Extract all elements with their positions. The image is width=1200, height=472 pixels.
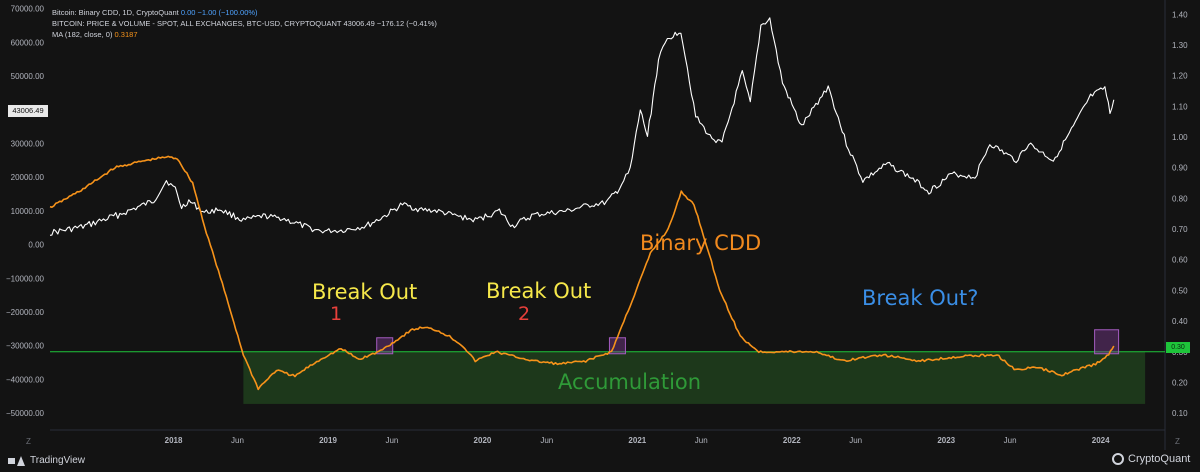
left-axis-tick-7: 0.00 (28, 241, 44, 250)
cdd-ma-series-line (49, 155, 1115, 391)
legend-ma-title: MA (182, close, 0) (52, 30, 113, 39)
right-axis-tick-13: 0.10 (1172, 409, 1188, 418)
right-axis-tick-9: 0.50 (1172, 286, 1188, 295)
highlight-box-3 (1094, 329, 1120, 355)
x-axis-tick-6: 2021 (628, 436, 646, 445)
x-axis-tick-5: Jun (540, 436, 553, 445)
left-axis-tick-0: 70000.00 (11, 5, 45, 14)
annotation-number-1: 1 (330, 303, 343, 325)
legend-price-title: BITCOIN: PRICE & VOLUME - SPOT, ALL EXCH… (52, 19, 342, 28)
right-axis-tick-4: 1.00 (1172, 133, 1188, 142)
legend-price-values: 43006.49 −176.12 (−0.41%) (343, 19, 437, 28)
price-series-line (49, 17, 1115, 236)
right-axis-tick-7: 0.70 (1172, 225, 1188, 234)
right-axis-tick-8: 0.60 (1172, 256, 1188, 265)
legend-cdd-values: 0.00 −1.00 (−100.00%) (180, 8, 258, 17)
left-axis-tick-8: −10000.00 (6, 274, 45, 283)
legend-row-price: BITCOIN: PRICE & VOLUME - SPOT, ALL EXCH… (52, 18, 437, 29)
cryptoquant-footer: CryptoQuant (1112, 453, 1190, 465)
left-axis-tick-11: −40000.00 (6, 375, 45, 384)
tradingview-logo-icon (8, 455, 26, 466)
x-axis-tick-4: 2020 (474, 436, 492, 445)
annotation-binary-cdd: Binary CDD (640, 231, 762, 255)
x-axis-tick-9: Jun (849, 436, 862, 445)
right-axis-tick-5: 0.90 (1172, 164, 1188, 173)
legend-ma-value: 0.3187 (114, 30, 138, 39)
cryptoquant-label: CryptoQuant (1128, 453, 1191, 465)
left-axis-tick-12: −50000.00 (6, 409, 45, 418)
x-axis-tick-2: 2019 (319, 436, 337, 445)
annotation-accumulation: Accumulation (558, 370, 702, 394)
x-axis-tick-0: 2018 (165, 436, 183, 445)
left-axis-tick-4: 30000.00 (11, 140, 45, 149)
cryptoquant-logo-icon (1112, 453, 1124, 465)
left-axis-tick-10: −30000.00 (6, 342, 45, 351)
x-axis-tick-8: 2022 (783, 436, 801, 445)
accumulation-zone (243, 351, 1146, 404)
x-axis-tick-3: Jun (385, 436, 398, 445)
last-price-badge: 43006.49 (8, 105, 48, 117)
x-axis-tick-12: 2024 (1092, 436, 1110, 445)
right-axis-tick-3: 1.10 (1172, 102, 1188, 111)
right-axis-tick-6: 0.80 (1172, 194, 1188, 203)
legend-row-cdd: Bitcoin: Binary CDD, 1D, CryptoQuant 0.0… (52, 7, 437, 18)
annotation-break-out-1: Break Out (312, 280, 418, 304)
right-axis-tick-12: 0.20 (1172, 378, 1188, 387)
right-axis-tick-1: 1.30 (1172, 41, 1188, 50)
left-axis-tick-2: 50000.00 (11, 72, 45, 81)
legend-cdd-title: Bitcoin: Binary CDD, 1D, CryptoQuant (52, 8, 179, 17)
left-axis-tick-9: −20000.00 (6, 308, 45, 317)
annotation-number-2: 2 (518, 303, 531, 325)
annotation-break-out-2: Break Out (486, 279, 592, 303)
right-axis-tick-10: 0.40 (1172, 317, 1188, 326)
x-axis-tick-10: 2023 (937, 436, 955, 445)
threshold-badge: 0.30 (1166, 342, 1190, 353)
x-axis-tick-1: Jun (231, 436, 244, 445)
tradingview-label: TradingView (30, 455, 86, 466)
left-axis-tick-1: 60000.00 (11, 38, 45, 47)
left-axis-tick-5: 20000.00 (11, 173, 45, 182)
right-axis-tick-2: 1.20 (1172, 72, 1188, 81)
tradingview-footer: TradingView (8, 455, 85, 466)
legend-row-ma: MA (182, close, 0) 0.3187 (52, 29, 437, 40)
chart-legend: Bitcoin: Binary CDD, 1D, CryptoQuant 0.0… (52, 7, 437, 40)
x-axis-tick-11: Jun (1004, 436, 1017, 445)
corner-left-label: Z (26, 437, 31, 446)
left-axis-tick-6: 10000.00 (11, 207, 45, 216)
x-axis-tick-7: Jun (695, 436, 708, 445)
corner-right-label: Z (1175, 437, 1180, 446)
right-axis-tick-0: 1.40 (1172, 10, 1188, 19)
annotation-break-out-question: Break Out? (862, 286, 979, 310)
